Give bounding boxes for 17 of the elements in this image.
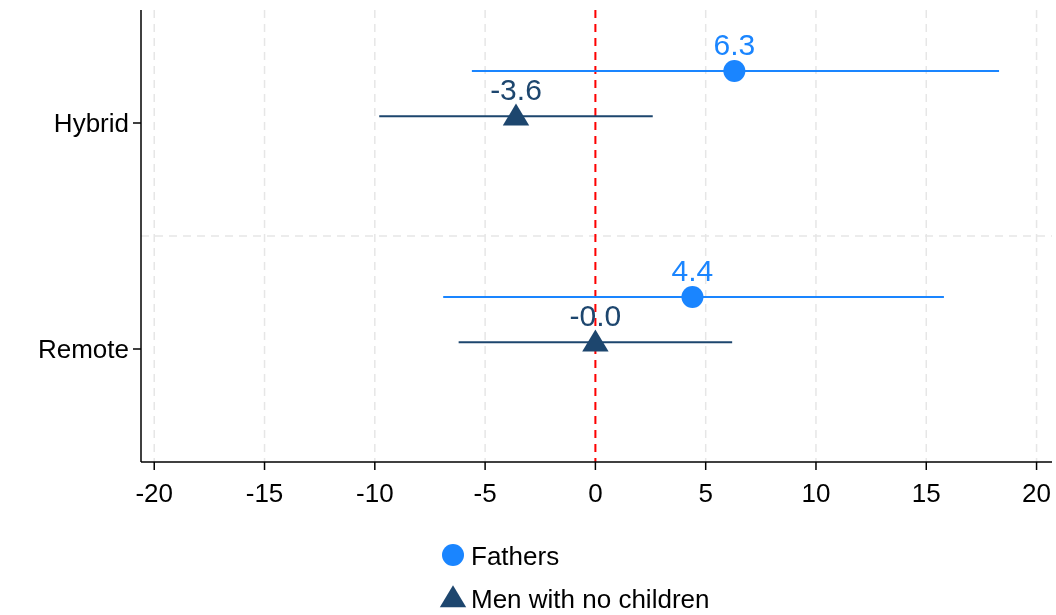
y-tick-label: Remote (37, 334, 129, 364)
legend-label: Men with no children (471, 584, 710, 614)
data-label: -0.0 (569, 299, 622, 333)
x-tick-label: -5 (473, 478, 497, 508)
x-tick-label: 5 (698, 478, 713, 508)
x-tick-label: 20 (1022, 478, 1052, 508)
x-tick-label: 10 (801, 478, 831, 508)
x-tick-label: -20 (135, 478, 174, 508)
data-label: -3.6 (490, 73, 542, 107)
x-tick-label: -15 (245, 478, 284, 508)
y-tick-label: Hybrid (53, 108, 129, 138)
data-label: 4.4 (671, 254, 714, 288)
legend-label: Fathers (471, 541, 560, 571)
x-tick-label: 15 (911, 478, 941, 508)
x-tick-label: 0 (588, 478, 603, 508)
x-tick-label: -10 (356, 478, 394, 508)
data-label: 6.3 (713, 28, 756, 62)
